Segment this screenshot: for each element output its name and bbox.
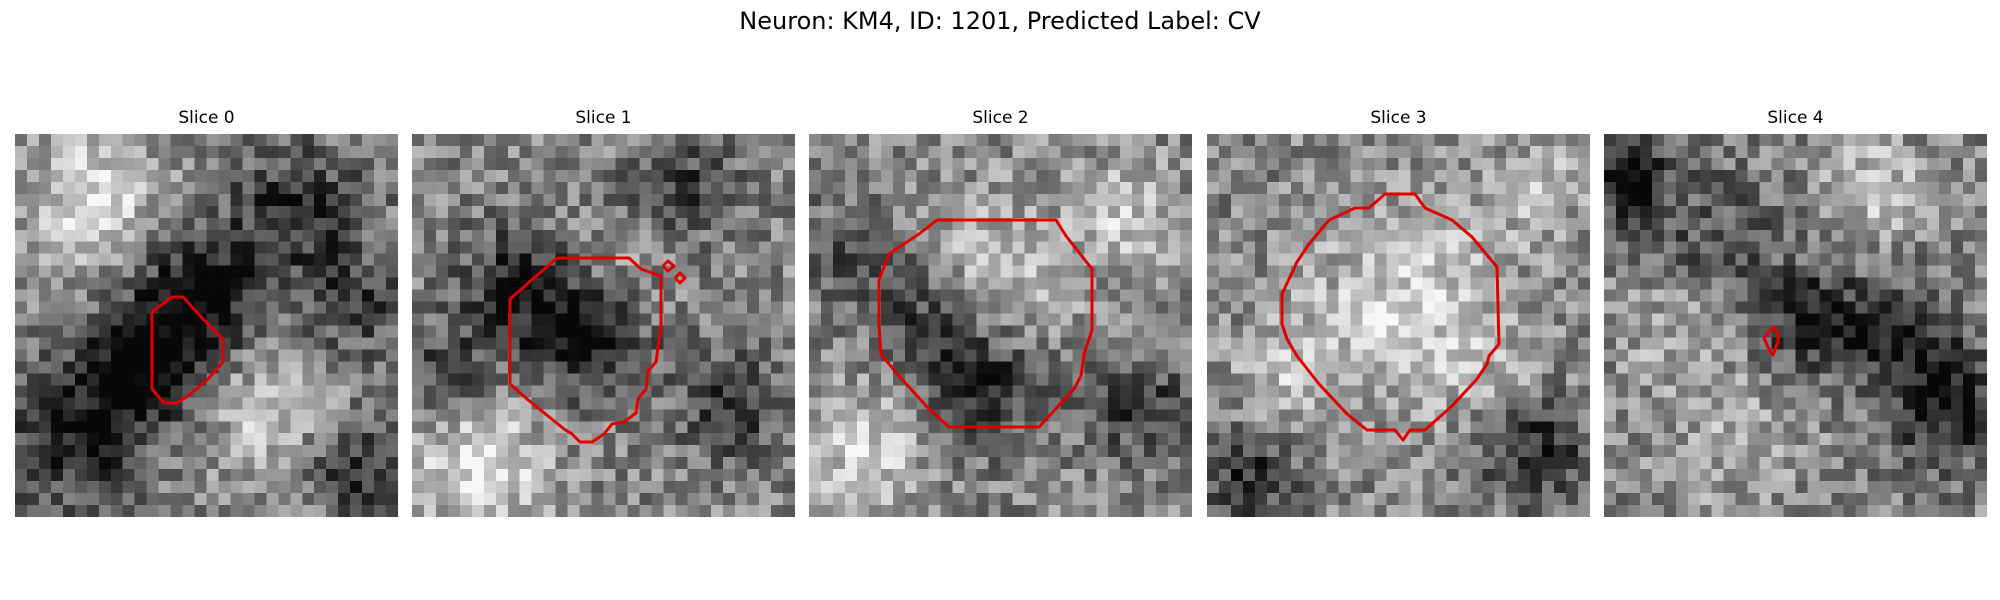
slice-1-contour-overlay	[508, 256, 687, 444]
panel-title-slice-4: Slice 4	[1767, 108, 1824, 128]
slice-0-image	[15, 134, 398, 517]
slice-1-contour-fragment-a	[661, 259, 676, 273]
slice-2-contour	[877, 218, 1094, 429]
slice-1-contour-fragment-b	[673, 271, 687, 285]
slice-4-contour	[1762, 325, 1780, 357]
slice-2-contour-overlay	[877, 218, 1094, 429]
panel-title-slice-2: Slice 2	[972, 108, 1029, 128]
slice-1-image	[412, 134, 795, 517]
slice-0-pixels	[15, 134, 398, 517]
slice-4-image	[1604, 134, 1987, 517]
figure-title: Neuron: KM4, ID: 1201, Predicted Label: …	[739, 7, 1261, 35]
panel-title-slice-0: Slice 0	[178, 108, 235, 128]
slice-3-contour-overlay	[1280, 192, 1501, 442]
slice-3-pixels	[1207, 134, 1590, 517]
slice-2-image	[809, 134, 1192, 517]
slice-2-pixels	[809, 134, 1192, 517]
panel-title-slice-1: Slice 1	[575, 108, 632, 128]
slice-1-pixels	[412, 134, 795, 517]
panel-title-slice-3: Slice 3	[1370, 108, 1427, 128]
slice-3-contour	[1280, 192, 1501, 442]
slice-4-pixels	[1604, 134, 1987, 517]
slice-0-contour	[150, 295, 225, 405]
slice-0-contour-overlay	[150, 295, 225, 405]
slice-4-contour-overlay	[1762, 325, 1780, 357]
slice-3-image	[1207, 134, 1590, 517]
slice-1-contour	[508, 256, 663, 444]
